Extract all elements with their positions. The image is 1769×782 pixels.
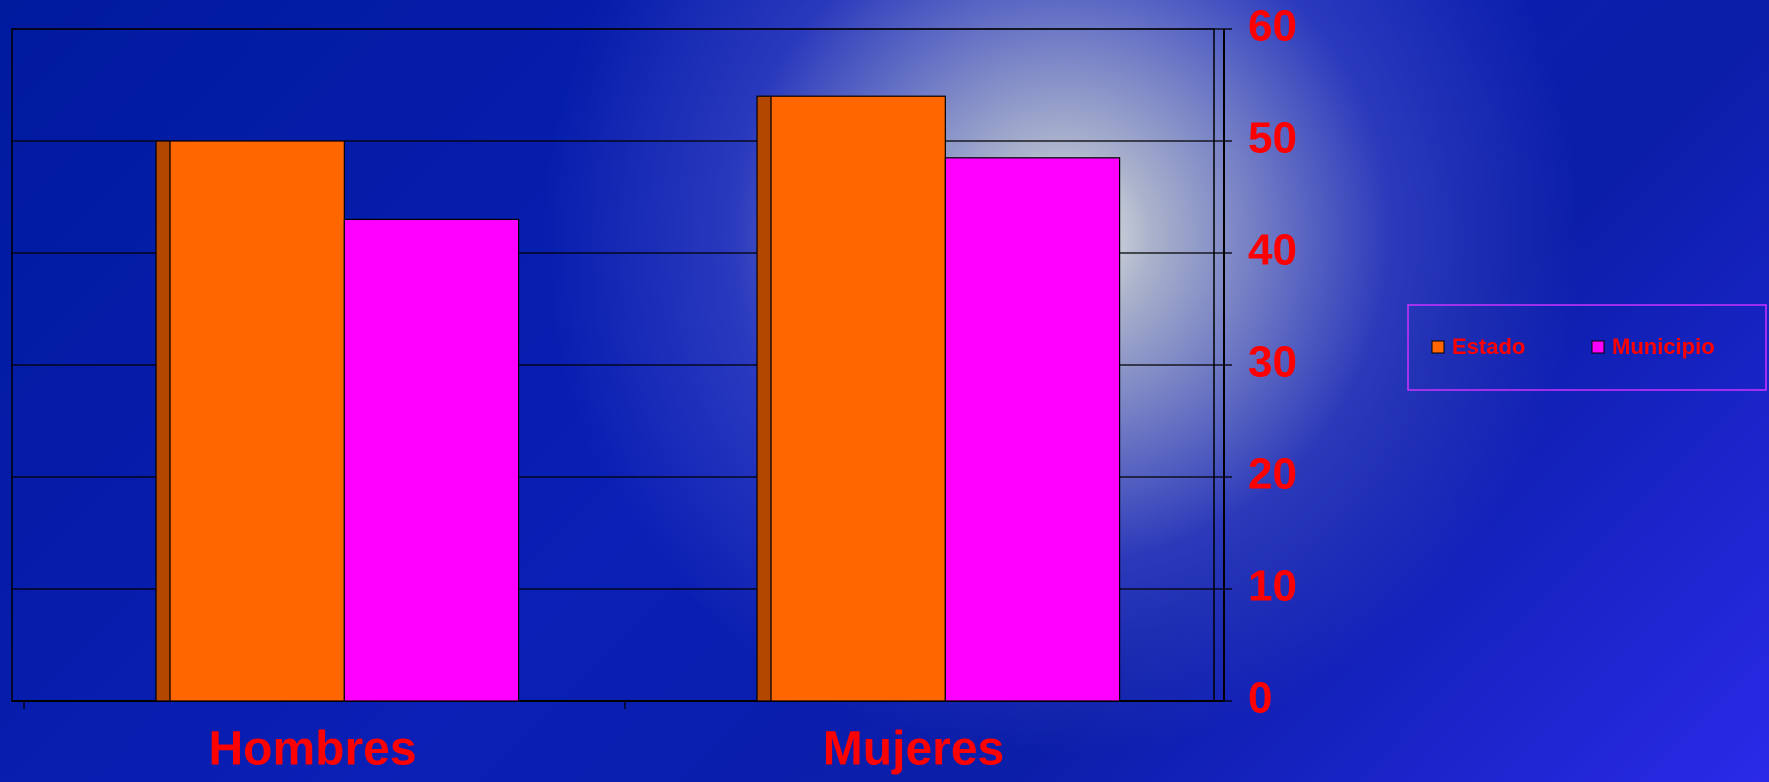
y-tick-label: 20 [1248,450,1297,499]
legend-swatch [1591,340,1605,354]
bar [770,95,946,702]
x-tick-label: Mujeres [823,723,1004,776]
legend-label: Estado [1452,334,1525,359]
y-tick-label: 0 [1248,674,1272,723]
y-tick-label: 40 [1248,226,1297,275]
legend-label: Municipio [1612,334,1715,359]
bar [944,157,1121,702]
bar-side [756,95,772,702]
legend-box [1407,304,1767,391]
bar [343,218,520,702]
y-tick-label: 30 [1248,338,1297,387]
x-tick-label: Hombres [208,723,416,776]
legend-swatch [1431,340,1445,354]
y-tick-label: 60 [1248,2,1297,51]
bar-side [155,140,171,702]
y-tick-label: 10 [1248,562,1297,611]
bar [169,140,345,702]
y-tick-label: 50 [1248,114,1297,163]
